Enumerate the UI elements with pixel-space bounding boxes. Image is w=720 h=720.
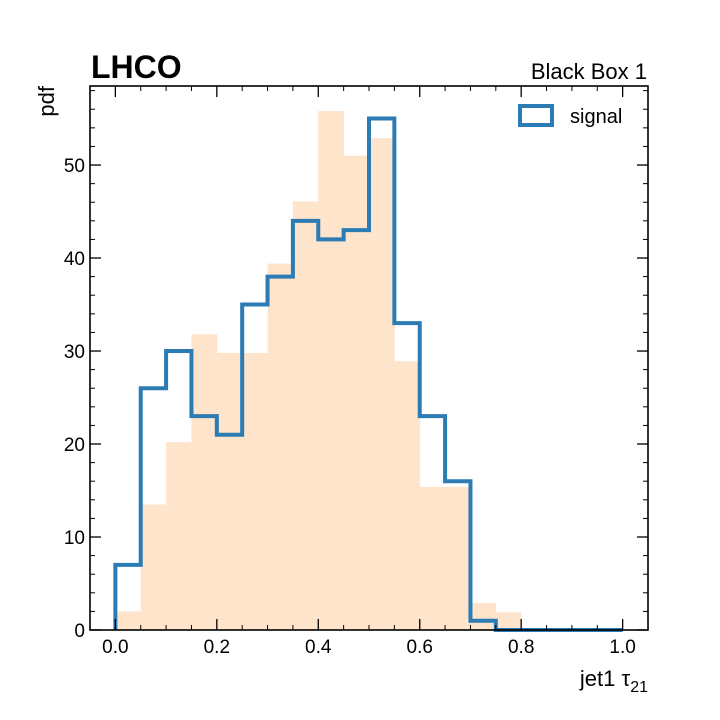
plot-frame bbox=[89, 85, 649, 631]
background-bar-11 bbox=[394, 361, 421, 630]
signal-histogram bbox=[113, 116, 623, 632]
background-bar-14 bbox=[470, 603, 497, 630]
background-bar-12 bbox=[419, 486, 446, 630]
background-bar-4 bbox=[216, 352, 243, 630]
background-bar-7 bbox=[292, 201, 319, 631]
background-bar-15 bbox=[495, 612, 522, 630]
y-tick-label: 20 bbox=[64, 435, 85, 456]
y-tick-label: 40 bbox=[64, 249, 85, 270]
axis-ticks bbox=[89, 86, 649, 631]
experiment-label: LHCO bbox=[91, 49, 182, 85]
dataset-label: Black Box 1 bbox=[531, 59, 647, 84]
background-bar-6 bbox=[267, 263, 294, 630]
background-bar-5 bbox=[242, 352, 268, 630]
legend-swatch-signal bbox=[518, 104, 554, 127]
legend: signal bbox=[518, 104, 622, 128]
background-bar-0 bbox=[115, 611, 142, 630]
background-bar-3 bbox=[191, 334, 218, 630]
y-axis-label: pdf bbox=[34, 85, 59, 116]
background-histogram bbox=[115, 111, 547, 631]
y-tick-label: 0 bbox=[74, 621, 85, 642]
tick-labels: 0.0 0.2 0.4 0.6 0.8 1.0 0 10 20 30 40 50 bbox=[64, 156, 636, 658]
background-bar-9 bbox=[343, 155, 370, 630]
legend-label-signal: signal bbox=[570, 106, 622, 128]
x-tick-label: 0.2 bbox=[204, 637, 230, 658]
background-bar-13 bbox=[445, 486, 471, 630]
x-axis-label-subscript: 21 bbox=[630, 679, 648, 696]
y-tick-label: 50 bbox=[64, 156, 85, 177]
background-bar-8 bbox=[318, 111, 345, 631]
x-axis-label: jet1 τ21 bbox=[579, 666, 648, 696]
x-tick-label: 1.0 bbox=[609, 637, 635, 658]
background-bar-1 bbox=[140, 504, 167, 630]
signal-step-line bbox=[113, 116, 623, 632]
y-tick-label: 30 bbox=[64, 342, 85, 363]
background-bar-10 bbox=[369, 138, 395, 631]
x-tick-label: 0.8 bbox=[508, 637, 534, 658]
x-tick-label: 0.6 bbox=[407, 637, 433, 658]
background-bar-2 bbox=[166, 442, 192, 630]
y-tick-label: 10 bbox=[64, 528, 85, 549]
x-tick-label: 0.0 bbox=[102, 637, 128, 658]
x-tick-label: 0.4 bbox=[305, 637, 332, 658]
x-axis-label-main: jet1 τ bbox=[579, 666, 631, 691]
